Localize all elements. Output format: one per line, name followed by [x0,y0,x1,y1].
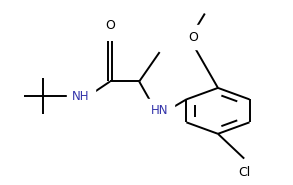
Text: Cl: Cl [238,166,250,179]
Text: O: O [105,19,115,32]
Text: HN: HN [151,104,168,117]
Text: O: O [188,31,198,44]
Text: NH: NH [72,90,90,103]
